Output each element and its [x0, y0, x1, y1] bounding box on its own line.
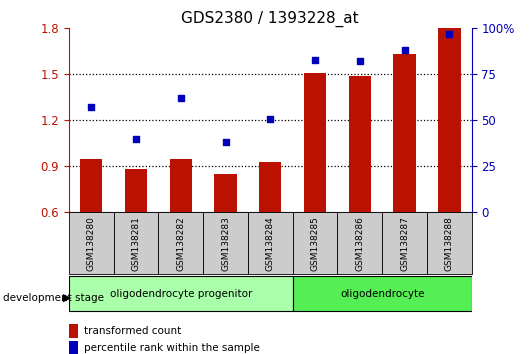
Bar: [438, 28, 461, 212]
Text: oligodendrocyte: oligodendrocyte: [340, 289, 425, 299]
Bar: [427, 212, 472, 274]
Text: GSM138280: GSM138280: [87, 216, 96, 271]
Text: transformed count: transformed count: [84, 326, 181, 336]
Bar: [393, 55, 416, 212]
Bar: [304, 73, 326, 212]
Point: [266, 116, 275, 121]
Text: GSM138282: GSM138282: [176, 216, 186, 271]
Bar: [349, 76, 371, 212]
Bar: [382, 212, 427, 274]
Bar: [293, 212, 338, 274]
Point: [445, 31, 454, 37]
Bar: [80, 159, 102, 212]
Point: [311, 57, 319, 62]
Text: GSM138288: GSM138288: [445, 216, 454, 271]
Text: GSM138287: GSM138287: [400, 216, 409, 271]
Point: [87, 105, 95, 110]
Text: percentile rank within the sample: percentile rank within the sample: [84, 343, 260, 353]
Point: [222, 139, 230, 145]
Point: [132, 136, 140, 142]
Bar: [293, 276, 472, 312]
Text: GSM138284: GSM138284: [266, 216, 275, 271]
Bar: [259, 162, 281, 212]
Bar: [338, 212, 382, 274]
Text: ▶: ▶: [63, 293, 71, 303]
Bar: [203, 212, 248, 274]
Bar: [170, 159, 192, 212]
Title: GDS2380 / 1393228_at: GDS2380 / 1393228_at: [181, 11, 359, 27]
Bar: [214, 174, 237, 212]
Bar: [125, 170, 147, 212]
Text: GSM138283: GSM138283: [221, 216, 230, 271]
Text: oligodendrocyte progenitor: oligodendrocyte progenitor: [110, 289, 252, 299]
Bar: [248, 212, 293, 274]
Point: [400, 47, 409, 53]
Text: GSM138281: GSM138281: [131, 216, 140, 271]
Bar: [69, 276, 293, 312]
Text: development stage: development stage: [3, 293, 104, 303]
Bar: [113, 212, 158, 274]
Bar: [158, 212, 203, 274]
Bar: [69, 212, 113, 274]
Point: [356, 59, 364, 64]
Point: [176, 96, 185, 101]
Text: GSM138285: GSM138285: [311, 216, 320, 271]
Text: GSM138286: GSM138286: [355, 216, 364, 271]
